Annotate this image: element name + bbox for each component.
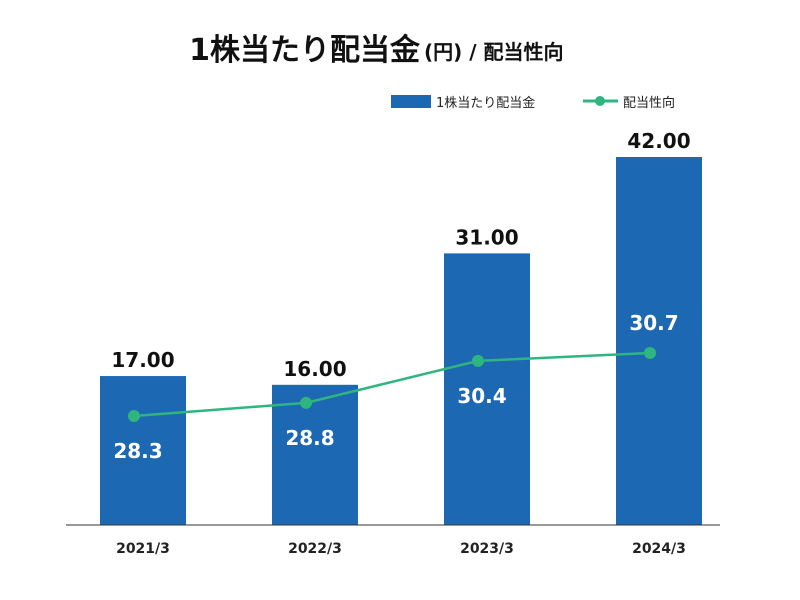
ratio-value-label: 28.3 xyxy=(113,439,162,463)
legend-bar-label: 1株当たり配当金 xyxy=(436,95,535,111)
bar xyxy=(100,376,186,525)
bar-value-label: 17.00 xyxy=(111,348,174,372)
bar xyxy=(616,157,702,525)
chart-title-suffix: (円) / 配当性向 xyxy=(424,40,564,64)
ratio-point xyxy=(128,410,140,422)
bar xyxy=(444,253,530,525)
chart-title-main: 1株当たり配当金 xyxy=(189,33,421,68)
x-tick-label: 2021/3 xyxy=(116,541,170,557)
ratio-value-label: 28.8 xyxy=(285,426,334,450)
x-tick-label: 2023/3 xyxy=(460,541,514,557)
x-tick-label: 2022/3 xyxy=(288,541,342,557)
x-axis-ticks: 2021/3 2022/3 2023/3 2024/3 xyxy=(116,541,686,557)
ratio-line xyxy=(133,351,651,418)
bar-value-label: 31.00 xyxy=(455,225,518,249)
chart-title: 1株当たり配当金 (円) / 配当性向 xyxy=(189,33,563,68)
ratio-line-series xyxy=(128,347,656,422)
bar xyxy=(272,384,358,525)
ratio-value-label: 30.4 xyxy=(457,384,506,408)
ratio-point xyxy=(644,347,656,359)
bar-value-label: 16.00 xyxy=(283,357,346,381)
legend-line-label: 配当性向 xyxy=(623,95,675,111)
ratio-value-label: 30.7 xyxy=(629,311,678,335)
data-labels: 17.00 16.00 31.00 42.00 28.3 28.8 30.4 30.7 xyxy=(111,129,690,463)
legend-bar-swatch xyxy=(391,95,431,108)
bar-value-label: 42.00 xyxy=(627,129,690,153)
legend: 1株当たり配当金 配当性向 xyxy=(391,95,675,111)
ratio-point xyxy=(300,396,312,409)
x-tick-label: 2024/3 xyxy=(632,541,686,557)
legend-line-marker xyxy=(595,96,605,106)
bar-series xyxy=(100,157,702,525)
ratio-point xyxy=(472,354,484,367)
